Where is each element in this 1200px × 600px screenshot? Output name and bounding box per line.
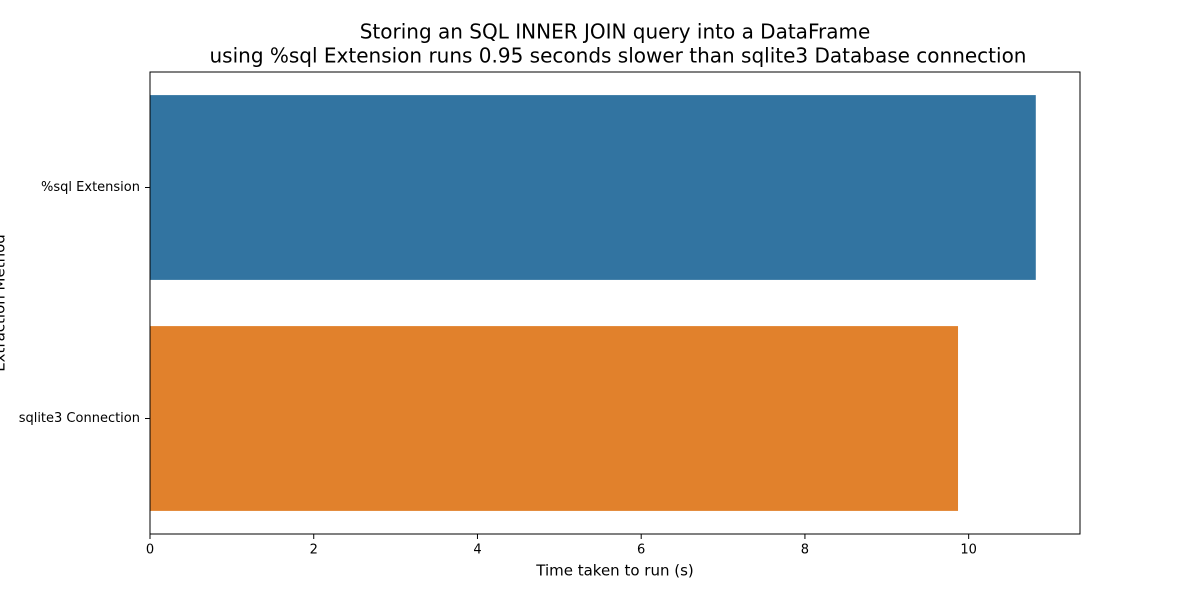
x-tick-label: 0	[146, 543, 154, 558]
bar	[150, 95, 1036, 280]
y-tick-label: %sql Extension	[41, 180, 140, 195]
y-tick-label: sqlite3 Connection	[19, 411, 140, 426]
plot-frame	[149, 71, 1081, 535]
bar	[150, 326, 959, 511]
chart-subtitle: using %sql Extension runs 0.95 seconds s…	[209, 44, 1026, 68]
x-tick-label: 6	[637, 543, 645, 558]
chart-title: Storing an SQL INNER JOIN query into a D…	[360, 20, 871, 44]
x-tick-label: 2	[310, 543, 318, 558]
x-tick-label: 10	[960, 543, 977, 558]
x-tick-label: 4	[473, 543, 481, 558]
y-axis-label: Extraction Method	[0, 234, 9, 372]
x-tick-label: 8	[801, 543, 809, 558]
x-axis-label: Time taken to run (s)	[535, 562, 694, 580]
